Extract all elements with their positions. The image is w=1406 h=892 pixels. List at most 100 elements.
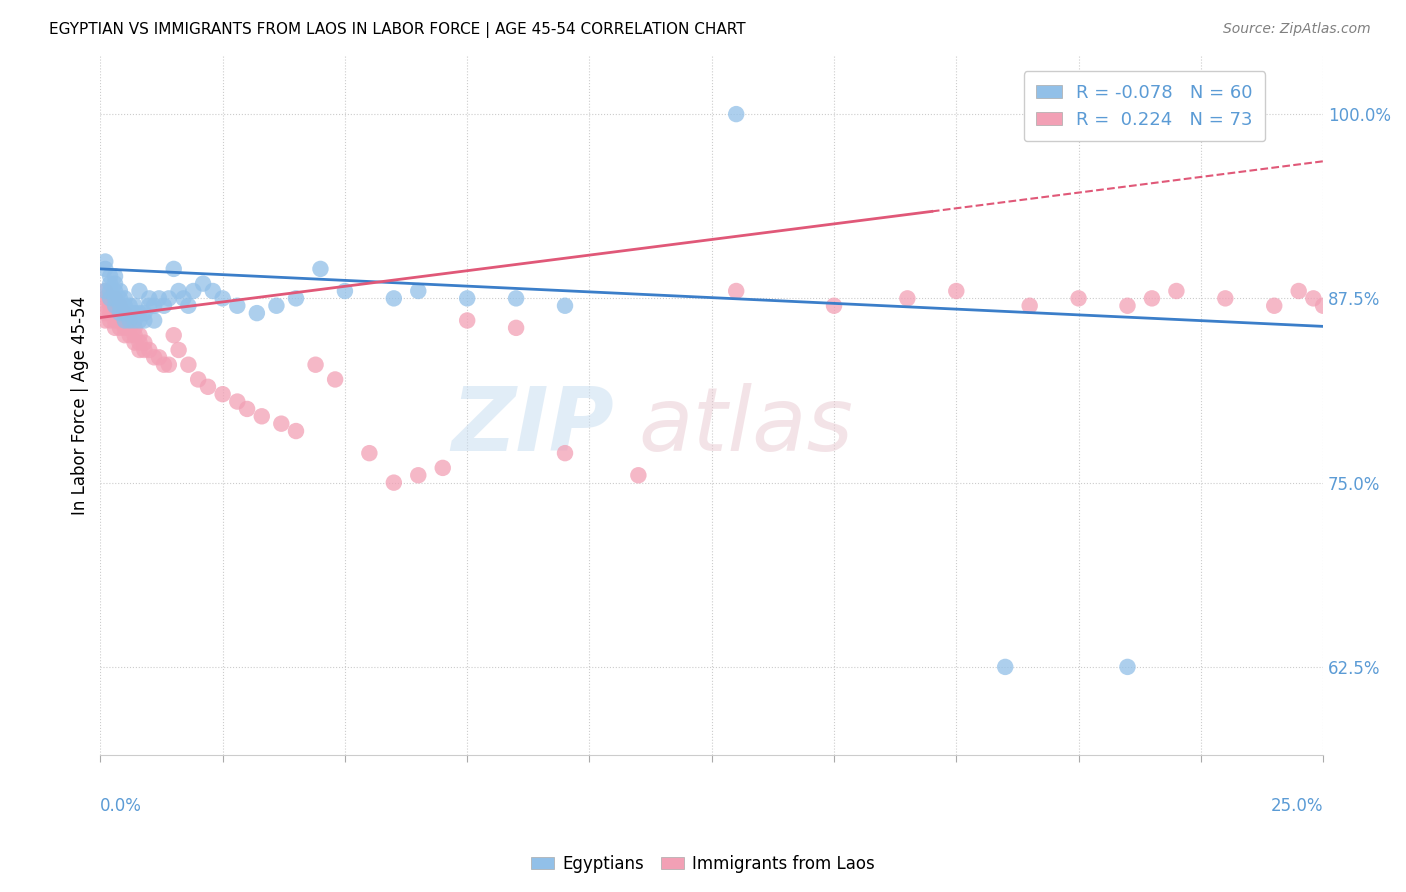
Point (98, 277, 121, 291)
Point (118, 313, 141, 327)
Point (173, 291, 195, 305)
Point (1312, 299, 1334, 313)
Point (104, 321, 127, 335)
Point (104, 291, 127, 305)
Point (138, 291, 160, 305)
Point (285, 291, 308, 305)
Point (148, 291, 170, 305)
Point (201, 284, 224, 298)
Point (406, 468, 429, 483)
Point (118, 299, 141, 313)
Point (98, 299, 121, 313)
Point (94, 299, 117, 313)
Point (94, 284, 117, 298)
Point (124, 306, 146, 320)
Point (250, 409, 273, 424)
Point (1116, 299, 1139, 313)
Point (124, 328, 146, 343)
Point (1018, 299, 1040, 313)
Point (143, 351, 166, 365)
Point (134, 335, 156, 350)
Point (104, 306, 127, 320)
Point (104, 299, 127, 313)
Point (157, 358, 180, 372)
Point (153, 358, 176, 372)
Point (108, 299, 131, 313)
Point (94, 306, 117, 320)
Point (134, 313, 156, 327)
Point (505, 321, 527, 335)
Point (725, 107, 748, 121)
Point (167, 343, 190, 357)
Point (104, 269, 127, 284)
Point (108, 321, 131, 335)
Point (304, 358, 326, 372)
Point (505, 291, 527, 305)
Point (124, 321, 146, 335)
Point (128, 328, 150, 343)
Point (114, 328, 136, 343)
Point (1302, 291, 1324, 305)
Point (226, 299, 249, 313)
Point (197, 380, 219, 394)
Point (114, 313, 136, 327)
Point (124, 313, 146, 327)
Point (181, 284, 204, 298)
Point (211, 387, 233, 401)
Point (108, 284, 131, 298)
Point (1166, 284, 1188, 298)
Point (138, 299, 160, 313)
Point (554, 446, 576, 460)
Point (211, 291, 233, 305)
Point (134, 306, 156, 320)
Legend: Egyptians, Immigrants from Laos: Egyptians, Immigrants from Laos (524, 848, 882, 880)
Point (108, 291, 131, 305)
Point (114, 306, 136, 320)
Point (104, 313, 127, 327)
Point (554, 299, 576, 313)
Point (108, 299, 131, 313)
Point (118, 313, 141, 327)
Point (143, 299, 166, 313)
Point (128, 335, 150, 350)
Point (309, 261, 332, 276)
Point (98, 284, 121, 298)
Point (94, 261, 117, 276)
Text: atlas: atlas (638, 384, 853, 469)
Point (1213, 291, 1236, 305)
Point (124, 299, 146, 313)
Point (138, 343, 160, 357)
Point (118, 321, 141, 335)
Point (114, 313, 136, 327)
Point (94, 313, 117, 327)
Point (382, 291, 405, 305)
Point (104, 291, 127, 305)
Point (226, 394, 249, 409)
Point (128, 343, 150, 357)
Y-axis label: In Labor Force | Age 45-54: In Labor Force | Age 45-54 (72, 296, 89, 515)
Point (118, 306, 141, 320)
Point (98, 291, 121, 305)
Point (108, 313, 131, 327)
Point (1263, 299, 1285, 313)
Point (725, 284, 748, 298)
Point (108, 306, 131, 320)
Point (333, 284, 356, 298)
Point (98, 306, 121, 320)
Point (246, 306, 269, 320)
Point (1140, 291, 1163, 305)
Text: EGYPTIAN VS IMMIGRANTS FROM LAOS IN LABOR FORCE | AGE 45-54 CORRELATION CHART: EGYPTIAN VS IMMIGRANTS FROM LAOS IN LABO… (49, 22, 745, 38)
Point (1067, 291, 1090, 305)
Text: Source: ZipAtlas.com: Source: ZipAtlas.com (1223, 22, 1371, 37)
Point (994, 660, 1017, 674)
Point (167, 284, 190, 298)
Point (114, 321, 136, 335)
Point (266, 299, 288, 313)
Point (823, 299, 845, 313)
Point (104, 284, 127, 298)
Point (456, 313, 478, 327)
Point (163, 261, 186, 276)
Point (163, 328, 186, 343)
Point (114, 299, 136, 313)
Point (359, 446, 381, 460)
